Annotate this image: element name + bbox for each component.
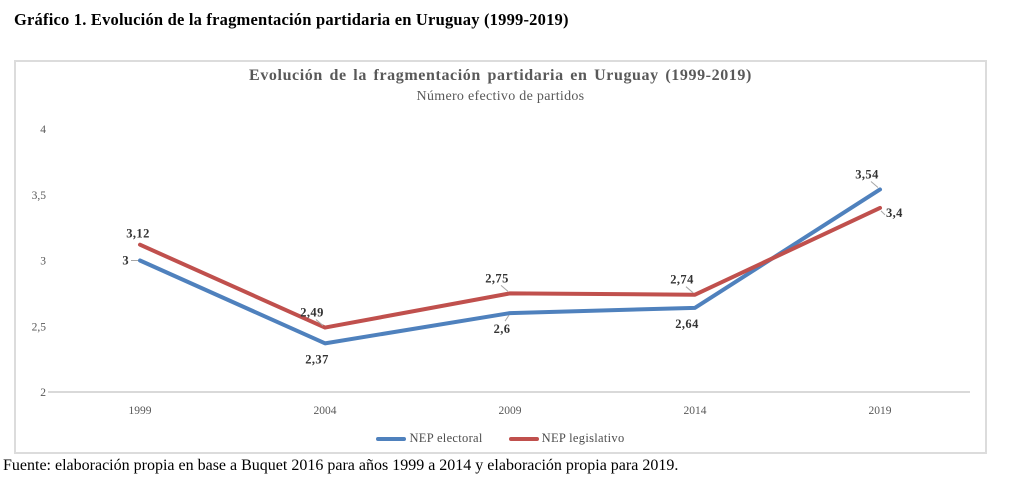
plot-svg: 4 3,5 3 2,5 2 1999 2004 2009 2014 2019 3 2,37 2,6 2,6… — [32, 124, 970, 417]
data-label: 3 — [122, 254, 129, 268]
chart-container: Evolución de la fragmentación partidaria… — [14, 60, 987, 454]
data-label: 2,64 — [675, 317, 699, 331]
chart-subtitle: Número efectivo de partidos — [416, 89, 585, 104]
data-label: 3,4 — [886, 206, 903, 220]
data-label: 2,74 — [670, 273, 694, 287]
legend-item-nep-legislativo: NEP legislativo — [508, 431, 625, 446]
legend-label-nep-electoral: NEP electoral — [409, 431, 483, 445]
x-tick-label: 1999 — [129, 405, 152, 417]
data-label: 2,75 — [485, 271, 508, 285]
y-tick-label: 4 — [40, 124, 46, 136]
data-label: 2,49 — [300, 306, 323, 320]
x-tick-label: 2014 — [684, 405, 707, 417]
legend-item-nep-electoral: NEP electoral — [376, 431, 482, 446]
series-line-nep-electoral — [138, 187, 882, 346]
data-label: 2,6 — [494, 322, 511, 336]
chart-title: Evolución de la fragmentación partidaria… — [249, 67, 752, 84]
data-label-leader — [504, 314, 510, 322]
data-label-leader — [315, 319, 324, 326]
data-label-leader — [500, 284, 509, 292]
y-tick-label: 2 — [40, 387, 46, 399]
legend-label-nep-legislativo: NEP legislativo — [541, 431, 625, 445]
legend: NEP electoral NEP legislativo — [16, 431, 985, 446]
legend-line-swatch-nep-electoral — [376, 436, 407, 441]
data-label: 2,37 — [305, 352, 328, 366]
series-line-nep-legislativo — [138, 205, 882, 330]
data-label-leader — [870, 181, 879, 188]
data-label: 3,54 — [855, 167, 879, 181]
source-note: Fuente: elaboración propia en base a Buq… — [3, 457, 679, 474]
y-tick-label: 2,5 — [32, 321, 47, 333]
data-label-leader — [685, 286, 694, 294]
data-label: 3,12 — [126, 227, 149, 241]
x-tick-label: 2004 — [314, 405, 337, 417]
y-tick-label: 3,5 — [32, 190, 47, 202]
legend-line-swatch-nep-legislativo — [508, 436, 539, 441]
x-tick-label: 2019 — [869, 405, 892, 417]
x-tick-label: 2009 — [499, 405, 522, 417]
y-tick-label: 3 — [40, 256, 46, 268]
figure-heading: Gráfico 1. Evolución de la fragmentación… — [14, 10, 569, 29]
data-label-leader — [880, 210, 886, 216]
